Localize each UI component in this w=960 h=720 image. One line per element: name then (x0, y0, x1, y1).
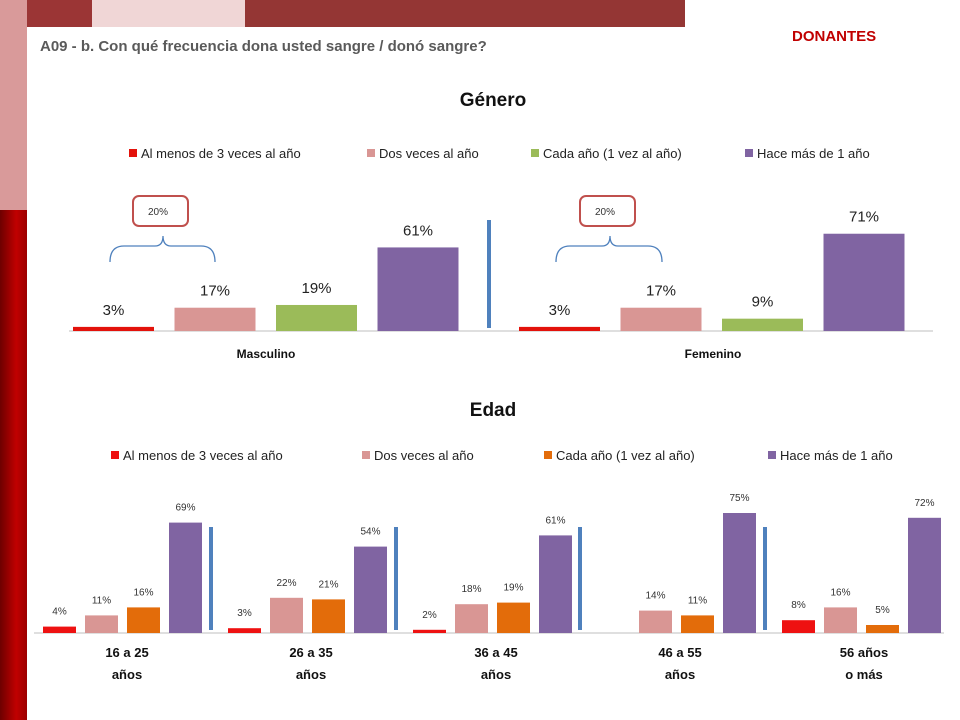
edad-bar-1-2 (85, 615, 118, 633)
genero-bar-label-2-2: 17% (646, 283, 676, 300)
question-text: A09 - b. Con qué frecuencia dona usted s… (40, 38, 487, 55)
edad-bar-label-4-3: 11% (688, 595, 707, 606)
edad-bar-5-2 (824, 607, 857, 633)
edad-bar-label-3-2: 18% (461, 584, 481, 595)
top-bar-segment-2 (92, 0, 245, 27)
genero-category-label-1: Masculino (237, 347, 296, 361)
edad-category-label-3-line-1: 36 a 45 (474, 645, 517, 660)
left-bar-dark (0, 210, 27, 720)
genero-legend-label-2: Dos veces al año (379, 146, 479, 161)
edad-bar-label-4-2: 14% (645, 591, 665, 602)
genero-annotation-bracket-2 (555, 235, 663, 263)
edad-bar-2-1 (228, 628, 261, 633)
edad-bar-4-3 (681, 615, 714, 633)
genero-bar-2-1 (519, 326, 600, 331)
edad-legend-swatch-3 (544, 451, 552, 459)
donantes-tag: DONANTES (792, 28, 877, 45)
genero-bar-2-3 (722, 318, 803, 331)
edad-category-label-1-line-1: 16 a 25 (105, 645, 148, 660)
edad-bar-label-2-3: 21% (318, 579, 338, 590)
genero-bar-label-1-3: 19% (301, 280, 331, 297)
edad-legend-swatch-1 (111, 451, 119, 459)
edad-bar-label-1-4: 69% (175, 503, 195, 514)
genero-legend-label-4: Hace más de 1 año (757, 146, 870, 161)
genero-legend-label-1: Al menos de 3 veces al año (141, 146, 301, 161)
edad-bar-label-1-1: 4% (52, 607, 67, 618)
edad-bar-5-4 (908, 517, 941, 633)
edad-legend-label-2: Dos veces al año (374, 448, 474, 463)
genero-annotation-box-2 (579, 195, 636, 227)
edad-category-label-5-line-2: o más (845, 667, 883, 682)
edad-bar-label-3-1: 2% (422, 610, 437, 621)
genero-legend-label-3: Cada año (1 vez al año) (543, 146, 682, 161)
edad-bar-label-5-2: 16% (830, 587, 850, 598)
edad-bar-1-1 (43, 626, 76, 633)
edad-bar-2-4 (354, 546, 387, 633)
edad-category-label-5-line-1: 56 años (840, 645, 888, 660)
edad-bar-label-2-1: 3% (237, 608, 252, 619)
edad-bar-label-5-3: 5% (875, 605, 890, 616)
genero-bar-label-2-3: 9% (752, 294, 774, 311)
edad-bar-4-4 (723, 513, 756, 633)
genero-bar-label-1-1: 3% (103, 302, 125, 319)
genero-legend-swatch-2 (367, 149, 375, 157)
left-bar-light (0, 0, 27, 210)
edad-bar-label-5-4: 72% (914, 498, 934, 509)
edad-bar-2-2 (270, 597, 303, 633)
edad-chart-title: Edad (470, 400, 516, 421)
edad-bar-3-1 (413, 629, 446, 633)
edad-bar-5-3 (866, 625, 899, 633)
edad-category-label-4-line-2: años (665, 667, 695, 682)
edad-bar-2-3 (312, 599, 345, 633)
genero-bar-2-2 (620, 307, 702, 331)
genero-annotation-text-2: 20% (595, 207, 615, 218)
edad-bar-3-4 (539, 535, 572, 633)
genero-bar-1-2 (174, 307, 256, 331)
genero-bar-label-2-1: 3% (549, 302, 571, 319)
edad-legend-label-1: Al menos de 3 veces al año (123, 448, 283, 463)
genero-bar-label-2-4: 71% (849, 209, 879, 226)
edad-bar-label-3-3: 19% (503, 583, 523, 594)
edad-category-label-3-line-2: años (481, 667, 511, 682)
genero-bar-2-4 (823, 233, 905, 331)
genero-bar-1-1 (73, 326, 154, 331)
edad-bar-4-2 (639, 610, 672, 633)
genero-bar-1-4 (377, 247, 459, 331)
edad-bar-label-4-4: 75% (729, 493, 749, 504)
genero-annotation-bracket-1 (109, 235, 216, 263)
genero-bar-label-1-2: 17% (200, 283, 230, 300)
edad-bar-3-3 (497, 602, 530, 633)
genero-annotation-text-1: 20% (148, 207, 168, 218)
genero-bar-label-1-4: 61% (403, 222, 433, 239)
genero-legend-swatch-4 (745, 149, 753, 157)
top-bar-segment-1 (27, 0, 92, 27)
edad-legend-swatch-2 (362, 451, 370, 459)
edad-category-label-4-line-1: 46 a 55 (658, 645, 701, 660)
genero-legend-swatch-3 (531, 149, 539, 157)
edad-bar-1-3 (127, 607, 160, 633)
genero-bar-1-3 (276, 304, 357, 331)
top-bar-segment-3 (245, 0, 685, 27)
edad-legend-swatch-4 (768, 451, 776, 459)
genero-category-label-2: Femenino (685, 347, 742, 361)
edad-bar-label-1-2: 11% (92, 595, 111, 606)
edad-legend-label-4: Hace más de 1 año (780, 448, 893, 463)
edad-category-label-2-line-2: años (296, 667, 326, 682)
edad-bar-label-3-4: 61% (545, 515, 565, 526)
edad-legend-label-3: Cada año (1 vez al año) (556, 448, 695, 463)
edad-category-label-1-line-2: años (112, 667, 142, 682)
genero-legend-swatch-1 (129, 149, 137, 157)
edad-bar-label-1-3: 16% (133, 587, 153, 598)
edad-bar-label-2-4: 54% (360, 527, 380, 538)
genero-annotation-box-1 (132, 195, 189, 227)
edad-bar-1-4 (169, 522, 202, 633)
edad-bar-label-5-1: 8% (791, 600, 806, 611)
edad-bar-3-2 (455, 604, 488, 633)
genero-chart-title: Género (460, 90, 527, 111)
edad-bar-label-2-2: 22% (276, 578, 296, 589)
edad-category-label-2-line-1: 26 a 35 (289, 645, 332, 660)
edad-bar-5-1 (782, 620, 815, 633)
